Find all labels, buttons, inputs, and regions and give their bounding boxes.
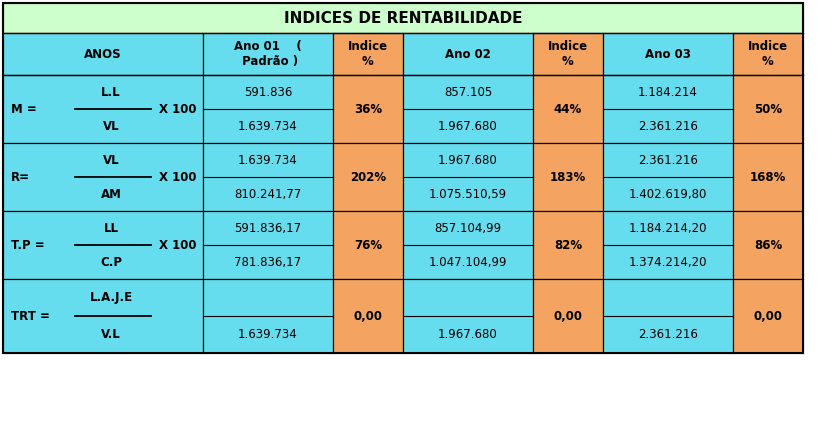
Text: Indice
%: Indice % xyxy=(348,40,388,68)
Bar xyxy=(203,211,333,279)
Bar xyxy=(533,143,603,211)
Text: 76%: 76% xyxy=(354,239,382,252)
Bar xyxy=(403,211,533,279)
Bar xyxy=(3,75,203,143)
Text: 857.105: 857.105 xyxy=(444,85,492,99)
Text: 2.361.216: 2.361.216 xyxy=(638,154,698,167)
Text: L.A.J.E: L.A.J.E xyxy=(89,291,132,304)
Bar xyxy=(603,33,733,75)
Bar xyxy=(203,33,333,75)
Text: 591.836: 591.836 xyxy=(243,85,292,99)
Bar xyxy=(333,33,403,75)
Bar xyxy=(603,279,733,353)
Text: 1.047.104,99: 1.047.104,99 xyxy=(429,255,507,269)
Text: 1.967.680: 1.967.680 xyxy=(438,328,498,341)
Text: 810.241,77: 810.241,77 xyxy=(234,187,301,201)
Text: 0,00: 0,00 xyxy=(553,310,583,322)
Text: 2.361.216: 2.361.216 xyxy=(638,120,698,132)
Text: 50%: 50% xyxy=(754,102,782,115)
Bar xyxy=(733,33,803,75)
Text: R=: R= xyxy=(11,170,30,184)
Bar xyxy=(603,211,733,279)
Text: VL: VL xyxy=(103,120,119,132)
Text: 36%: 36% xyxy=(354,102,382,115)
Bar xyxy=(3,3,803,33)
Text: 1.639.734: 1.639.734 xyxy=(238,328,298,341)
Text: ANOS: ANOS xyxy=(84,47,122,60)
Text: 2.361.216: 2.361.216 xyxy=(638,328,698,341)
Bar xyxy=(603,75,733,143)
Text: TRT =: TRT = xyxy=(11,310,50,322)
Text: 44%: 44% xyxy=(554,102,583,115)
Text: 1.402.619,80: 1.402.619,80 xyxy=(629,187,708,201)
Text: 781.836,17: 781.836,17 xyxy=(234,255,301,269)
Text: 82%: 82% xyxy=(554,239,582,252)
Bar xyxy=(403,33,533,75)
Bar xyxy=(333,143,403,211)
Bar xyxy=(333,75,403,143)
Text: Ano 02: Ano 02 xyxy=(445,47,491,60)
Bar xyxy=(203,75,333,143)
Bar xyxy=(203,143,333,211)
Bar xyxy=(333,279,403,353)
Text: X 100: X 100 xyxy=(159,239,197,252)
Text: Indice
%: Indice % xyxy=(748,40,788,68)
Bar xyxy=(3,279,203,353)
Text: 0,00: 0,00 xyxy=(753,310,783,322)
Bar xyxy=(533,279,603,353)
Text: X 100: X 100 xyxy=(159,102,197,115)
Bar xyxy=(3,33,203,75)
Text: Ano 03: Ano 03 xyxy=(645,47,691,60)
Bar xyxy=(403,279,533,353)
Text: X 100: X 100 xyxy=(159,170,197,184)
Text: 168%: 168% xyxy=(750,170,786,184)
Text: 183%: 183% xyxy=(550,170,586,184)
Bar xyxy=(733,75,803,143)
Text: L.L: L.L xyxy=(101,85,121,99)
Text: 591.836,17: 591.836,17 xyxy=(234,222,301,234)
Text: 1.374.214,20: 1.374.214,20 xyxy=(629,255,708,269)
Text: 1.967.680: 1.967.680 xyxy=(438,154,498,167)
Bar xyxy=(733,211,803,279)
Text: 1.967.680: 1.967.680 xyxy=(438,120,498,132)
Bar xyxy=(3,3,803,353)
Text: INDICES DE RENTABILIDADE: INDICES DE RENTABILIDADE xyxy=(283,11,522,25)
Text: 202%: 202% xyxy=(350,170,386,184)
Text: AM: AM xyxy=(100,187,122,201)
Text: LL: LL xyxy=(104,222,118,234)
Bar xyxy=(203,279,333,353)
Text: C.P: C.P xyxy=(100,255,122,269)
Bar xyxy=(403,143,533,211)
Bar xyxy=(333,211,403,279)
Bar xyxy=(533,211,603,279)
Text: 857.104,99: 857.104,99 xyxy=(435,222,502,234)
Bar xyxy=(533,75,603,143)
Bar xyxy=(403,75,533,143)
Text: M =: M = xyxy=(11,102,37,115)
Text: 1.184.214: 1.184.214 xyxy=(638,85,698,99)
Bar xyxy=(603,143,733,211)
Text: T.P =: T.P = xyxy=(11,239,45,252)
Bar xyxy=(3,211,203,279)
Bar xyxy=(733,279,803,353)
Bar xyxy=(3,143,203,211)
Text: 86%: 86% xyxy=(754,239,782,252)
Text: 0,00: 0,00 xyxy=(354,310,382,322)
Text: 1.184.214,20: 1.184.214,20 xyxy=(629,222,708,234)
Text: 1.639.734: 1.639.734 xyxy=(238,120,298,132)
Text: Indice
%: Indice % xyxy=(548,40,588,68)
Text: 1.075.510,59: 1.075.510,59 xyxy=(429,187,507,201)
Bar xyxy=(733,143,803,211)
Text: VL: VL xyxy=(103,154,119,167)
Text: V.L: V.L xyxy=(101,328,121,341)
Text: Ano 01    (
 Padrão ): Ano 01 ( Padrão ) xyxy=(234,40,301,68)
Text: 1.639.734: 1.639.734 xyxy=(238,154,298,167)
Bar xyxy=(533,33,603,75)
